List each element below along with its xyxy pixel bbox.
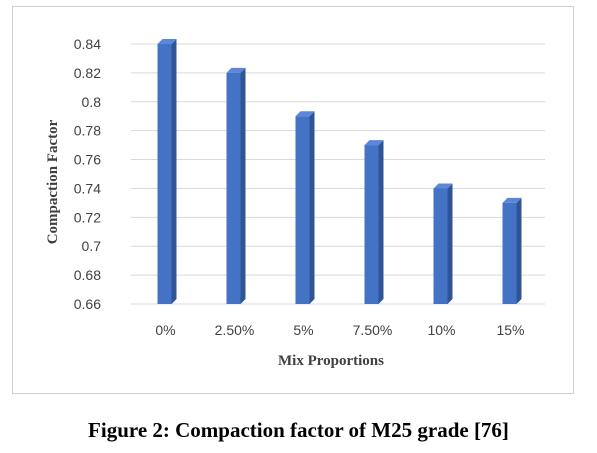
bar-front bbox=[502, 202, 517, 304]
bar bbox=[226, 67, 246, 304]
y-tick-label: 0.74 bbox=[74, 180, 101, 196]
y-tick-label: 0.72 bbox=[74, 209, 101, 225]
bar-top bbox=[295, 111, 315, 117]
y-tick-label: 0.68 bbox=[74, 267, 101, 283]
x-tick-label: 0% bbox=[155, 322, 175, 338]
bar-side bbox=[309, 111, 315, 304]
bar-front bbox=[364, 145, 379, 304]
bar bbox=[295, 111, 315, 304]
x-tick-label: 7.50% bbox=[353, 322, 393, 338]
chart-frame: 0.84 0.82 0.8 0.78 0.76 0.74 0.72 0.7 0.68 0.66 0… bbox=[12, 6, 574, 394]
y-axis-title: Compaction Factor bbox=[45, 119, 61, 244]
x-axis-ticks: 0% 2.50% 5% 7.50% 10% 15% bbox=[155, 322, 524, 338]
x-tick-label: 2.50% bbox=[215, 322, 255, 338]
bar-front bbox=[226, 72, 241, 304]
bar-chart: 0.84 0.82 0.8 0.78 0.76 0.74 0.72 0.7 0.68 0.66 0… bbox=[45, 36, 545, 369]
y-tick-label: 0.8 bbox=[82, 94, 102, 110]
bar-top bbox=[433, 183, 453, 189]
bar-top bbox=[226, 67, 246, 73]
gridlines bbox=[131, 43, 545, 305]
bar bbox=[364, 140, 384, 304]
bar-side bbox=[447, 183, 453, 304]
y-tick-label: 0.84 bbox=[74, 36, 101, 52]
figure-caption: Figure 2: Compaction factor of M25 grade… bbox=[88, 418, 509, 442]
bar bbox=[433, 183, 453, 304]
bar-front bbox=[295, 116, 310, 304]
bar-side bbox=[240, 67, 246, 304]
bar-front bbox=[157, 44, 172, 304]
bar-side bbox=[171, 39, 177, 304]
y-tick-label: 0.82 bbox=[74, 65, 101, 81]
bar bbox=[157, 39, 177, 304]
x-tick-label: 5% bbox=[293, 322, 313, 338]
bar-top bbox=[364, 140, 384, 146]
bar-front bbox=[433, 188, 448, 304]
y-tick-label: 0.78 bbox=[74, 123, 101, 139]
bar-side bbox=[378, 140, 384, 304]
y-tick-label: 0.76 bbox=[74, 152, 101, 168]
x-axis-title: Mix Proportions bbox=[278, 353, 384, 369]
y-tick-label: 0.7 bbox=[82, 238, 102, 254]
bar-top bbox=[157, 39, 177, 44]
bar-top bbox=[502, 197, 522, 203]
x-tick-label: 10% bbox=[427, 322, 455, 338]
bar bbox=[502, 197, 522, 304]
bars bbox=[157, 39, 522, 304]
bar-side bbox=[516, 197, 522, 304]
x-tick-label: 15% bbox=[496, 322, 524, 338]
y-axis-ticks: 0.84 0.82 0.8 0.78 0.76 0.74 0.72 0.7 0.68 0.66 bbox=[74, 36, 101, 312]
y-tick-label: 0.66 bbox=[74, 296, 101, 312]
